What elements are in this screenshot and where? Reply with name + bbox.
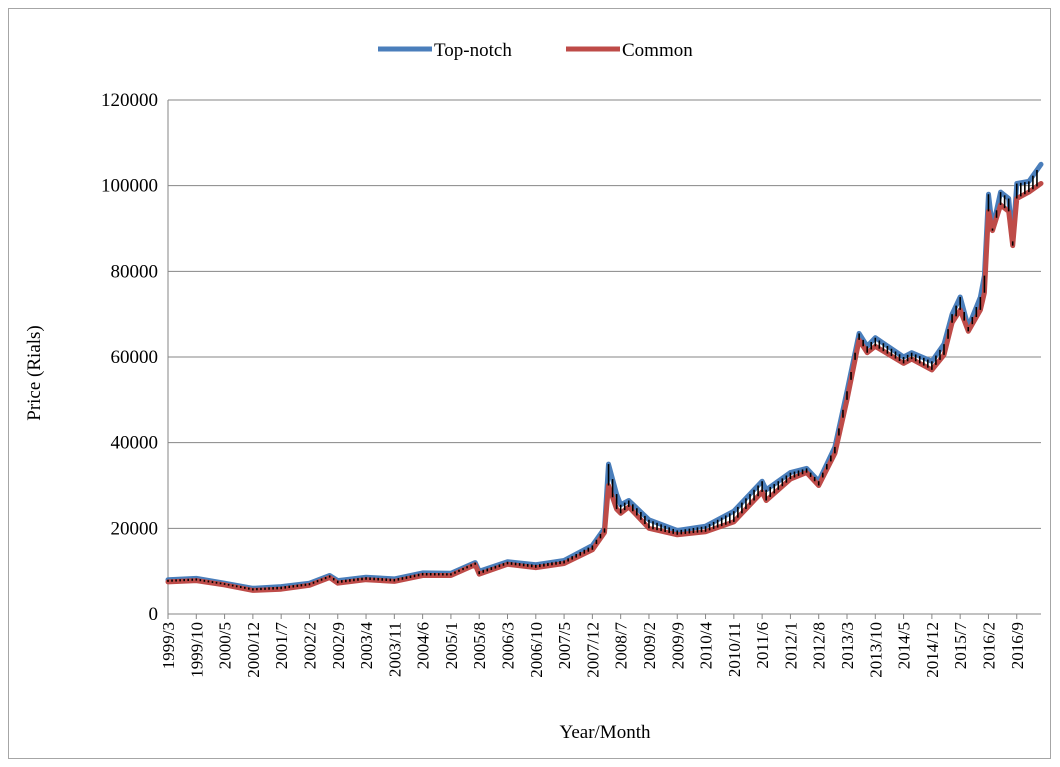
legend: Top-notch Common [378,40,693,61]
axes [167,100,1041,615]
x-tick-label: 2014/12 [923,622,942,678]
x-tick-label: 2012/1 [781,622,800,669]
y-tick-label: 20000 [111,518,159,539]
x-tick-labels: 1999/3 1999/10 2000/5 2000/12 2001/7 2002/2 20… [159,614,1027,678]
x-tick-label: 2009/9 [668,622,687,669]
x-tick-label: 2012/8 [810,622,829,669]
legend-label: Common [622,40,693,61]
x-tick-label: 2003/11 [385,622,404,677]
x-axis-label: Year/Month [560,722,651,743]
x-tick-label: 2002/9 [329,622,348,669]
x-tick-label: 2005/1 [442,622,461,669]
chart-area [8,8,1051,759]
x-tick-label: 2007/12 [583,622,602,678]
series-lines [165,161,1044,593]
legend-label: Top-notch [434,40,512,61]
x-tick-label: 2006/10 [527,622,546,678]
x-tick-label: 2008/7 [612,622,631,670]
x-tick-label: 1999/3 [159,622,178,669]
x-tick-label: 2005/8 [470,622,489,669]
x-tick-label: 2016/9 [1008,622,1027,669]
x-tick-label: 2011/6 [753,622,772,669]
x-tick-label: 2001/7 [272,622,291,670]
x-tick-label: 2002/2 [300,622,319,669]
x-tick-label: 2015/7 [951,622,970,670]
y-tick-label: 0 [149,604,159,625]
x-tick-label: 2016/2 [979,622,998,669]
x-tick-label: 2000/5 [216,622,235,669]
gridlines [168,99,1041,529]
x-tick-label: 2003/4 [357,622,376,670]
x-tick-label: 2010/11 [725,622,744,677]
y-tick-label: 80000 [111,261,159,282]
x-tick-label: 2000/12 [244,622,263,678]
y-tick-label: 120000 [101,90,158,111]
y-axis-label: Price (Rials) [24,325,45,421]
x-tick-label: 1999/10 [187,622,206,678]
y-tick-label: 100000 [101,176,158,197]
y-tick-labels: 0 20000 40000 60000 80000 100000 120000 [101,90,158,625]
y-tick-label: 60000 [111,347,159,368]
x-tick-label: 2004/6 [414,622,433,669]
x-tick-label: 2006/3 [499,622,518,669]
x-tick-label: 2007/5 [555,622,574,669]
x-tick-label: 2014/5 [895,622,914,669]
x-tick-label: 2010/4 [697,622,716,670]
y-tick-label: 40000 [111,433,159,454]
x-tick-label: 2013/10 [866,622,885,678]
x-tick-label: 2013/3 [838,622,857,669]
x-tick-label: 2009/2 [640,622,659,669]
